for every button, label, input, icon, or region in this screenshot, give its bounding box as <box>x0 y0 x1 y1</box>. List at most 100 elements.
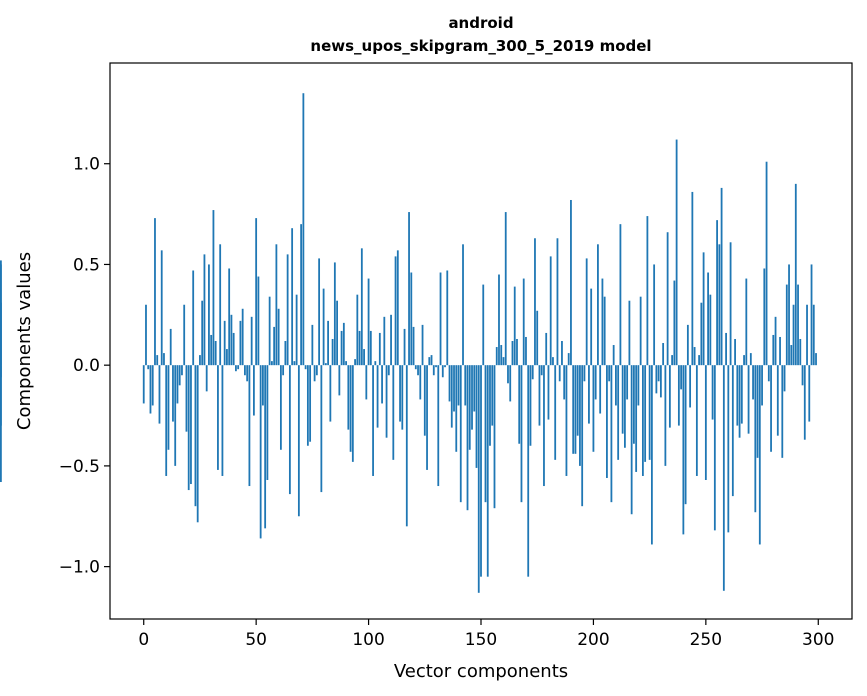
bar <box>378 332 381 366</box>
bar <box>666 232 669 366</box>
bar <box>468 365 471 450</box>
bar <box>277 308 280 366</box>
y-axis-label: Components values <box>14 252 35 430</box>
bar <box>441 365 444 378</box>
bar <box>588 365 590 424</box>
bar <box>318 258 321 366</box>
bar <box>628 300 631 366</box>
bar <box>736 365 739 426</box>
bar <box>758 365 761 545</box>
bar <box>502 357 505 366</box>
bar <box>603 296 606 366</box>
bar <box>255 218 258 366</box>
bar <box>432 365 435 376</box>
bar <box>653 264 656 366</box>
bar <box>385 365 388 438</box>
bar <box>293 361 296 366</box>
bar <box>149 365 152 414</box>
bar <box>659 365 662 398</box>
bar <box>306 365 309 446</box>
bar <box>408 212 410 366</box>
bar <box>711 365 714 420</box>
x-axis-label: Vector components <box>394 661 568 682</box>
bar <box>390 314 392 366</box>
bar <box>241 308 244 366</box>
bar <box>781 365 784 458</box>
bar <box>410 272 413 366</box>
bar <box>493 365 496 509</box>
bar <box>450 365 453 428</box>
bar <box>644 365 647 462</box>
bar <box>439 272 442 366</box>
bar <box>309 365 312 442</box>
bar <box>783 365 786 392</box>
x-tick-label: 250 <box>690 630 722 650</box>
x-tick-label: 300 <box>802 630 834 650</box>
bar <box>160 250 163 366</box>
bar <box>176 365 179 404</box>
bar <box>635 365 638 472</box>
bar <box>430 355 433 366</box>
bar <box>147 365 150 370</box>
bar <box>812 304 815 366</box>
bar <box>513 286 516 366</box>
bars-group <box>0 93 817 593</box>
bar <box>612 345 615 366</box>
bar <box>482 284 485 366</box>
bar <box>302 93 305 366</box>
bar <box>250 316 253 366</box>
bar <box>718 244 721 366</box>
bar <box>801 365 804 386</box>
bar <box>268 296 271 366</box>
bar <box>549 256 552 366</box>
bar <box>583 365 586 382</box>
bar <box>259 365 262 539</box>
bar <box>336 300 338 366</box>
bar <box>495 347 498 366</box>
bar <box>545 332 548 366</box>
bar <box>637 365 640 406</box>
chart-title: android <box>448 14 513 32</box>
bar <box>172 365 174 422</box>
bar <box>621 365 624 434</box>
bar <box>223 320 226 366</box>
bar <box>466 365 469 511</box>
bar <box>453 365 455 412</box>
bar <box>664 365 667 466</box>
bar <box>313 365 316 382</box>
bar <box>552 357 554 366</box>
bar <box>239 320 242 366</box>
bar <box>657 365 660 382</box>
bar <box>363 349 365 366</box>
bar <box>527 365 530 577</box>
bar <box>617 365 620 460</box>
bar <box>183 304 186 366</box>
bar <box>574 365 577 454</box>
bar <box>185 365 188 432</box>
bar <box>713 365 716 531</box>
bar <box>358 330 361 366</box>
bar <box>561 341 563 366</box>
bar <box>327 320 329 366</box>
bar <box>752 365 754 400</box>
bar <box>192 270 195 366</box>
bar <box>509 365 512 402</box>
bar <box>480 365 482 577</box>
bar <box>459 365 462 503</box>
bar <box>300 224 303 366</box>
bar <box>498 274 500 366</box>
bar <box>738 365 741 438</box>
bar <box>749 353 752 366</box>
bar <box>675 139 678 366</box>
bar <box>522 278 525 366</box>
bar <box>142 365 145 404</box>
bar <box>435 365 437 368</box>
bar <box>423 365 426 436</box>
bar <box>304 365 307 370</box>
bar <box>489 365 491 446</box>
bar <box>680 365 683 390</box>
bar <box>543 365 545 487</box>
bar <box>702 252 705 366</box>
bar <box>729 242 732 366</box>
bar <box>367 278 370 366</box>
